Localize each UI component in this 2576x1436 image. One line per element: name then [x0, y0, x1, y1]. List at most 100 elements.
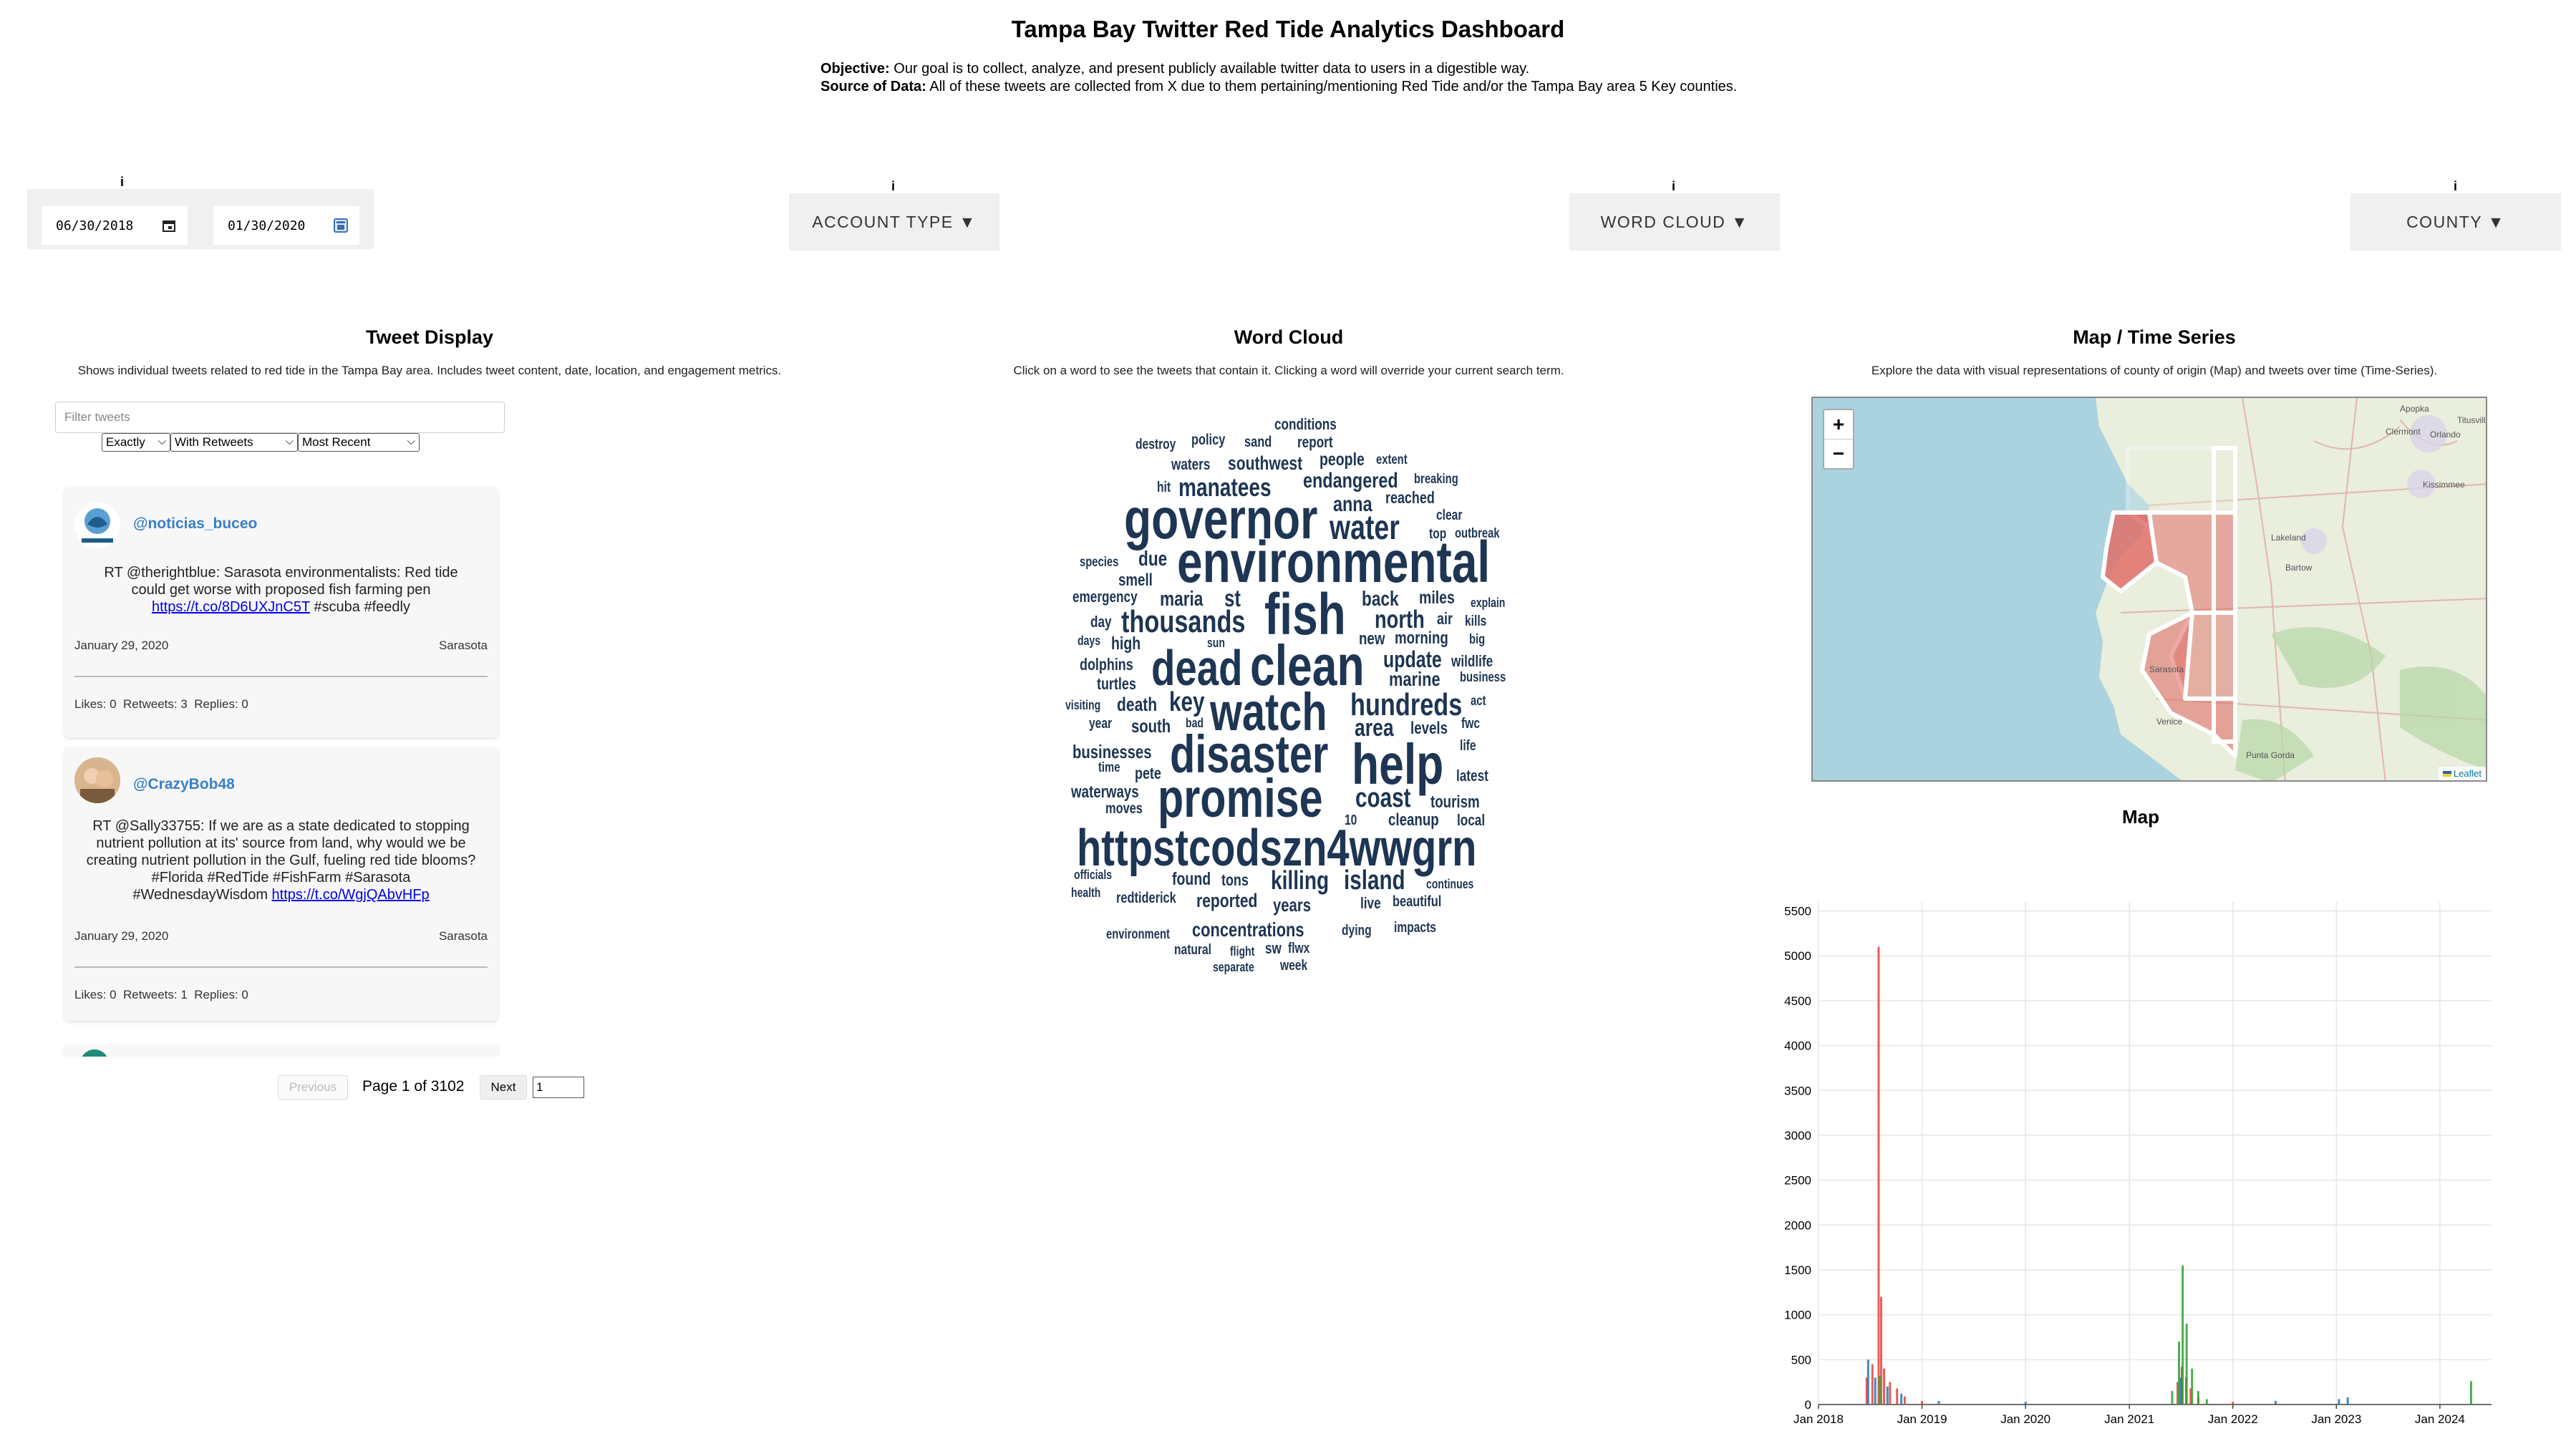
word-cloud-word[interactable]: waterways	[1071, 782, 1139, 802]
word-cloud-word[interactable]: north	[1375, 606, 1425, 634]
word-cloud-word[interactable]: wildlife	[1451, 652, 1493, 670]
word-cloud-word[interactable]: species	[1080, 555, 1119, 570]
word-cloud-word[interactable]: thousands	[1121, 604, 1246, 639]
word-cloud-word[interactable]: extent	[1376, 452, 1408, 467]
account-type-info-icon[interactable]: i	[891, 179, 896, 193]
word-cloud-word[interactable]: waters	[1171, 455, 1211, 473]
calendar-icon[interactable]	[334, 218, 348, 233]
word-cloud-word[interactable]: businesses	[1072, 741, 1152, 762]
word-cloud-word[interactable]: new	[1359, 629, 1385, 649]
word-cloud-word[interactable]: pete	[1135, 764, 1161, 782]
retweet-filter-select[interactable]: With Retweets ⌵	[170, 433, 298, 452]
word-cloud-word[interactable]: water	[1330, 509, 1400, 547]
start-date-input[interactable]: 06/30/2018	[42, 206, 188, 245]
word-cloud-word[interactable]: time	[1098, 760, 1120, 775]
word-cloud-word[interactable]: maria	[1160, 588, 1204, 611]
zoom-out-button[interactable]: −	[1832, 442, 1845, 465]
county-info-icon[interactable]: i	[2454, 179, 2458, 193]
word-cloud-word[interactable]: business	[1460, 670, 1506, 685]
word-cloud-word[interactable]: continues	[1426, 877, 1474, 891]
word-cloud-word[interactable]: latest	[1456, 767, 1488, 785]
word-cloud-word[interactable]: environment	[1106, 927, 1170, 942]
word-cloud-word[interactable]: anna	[1333, 493, 1372, 516]
word-cloud-word[interactable]: top	[1429, 526, 1447, 542]
word-cloud-word[interactable]: watch	[1210, 682, 1327, 742]
word-cloud-word[interactable]: bad	[1186, 716, 1204, 730]
word-cloud-word[interactable]: people	[1320, 450, 1365, 470]
zoom-in-button[interactable]: +	[1824, 410, 1853, 440]
word-cloud-word[interactable]: promise	[1158, 768, 1323, 829]
calendar-icon[interactable]	[162, 218, 176, 233]
word-cloud-word[interactable]: concentrations	[1192, 918, 1304, 941]
word-cloud-word[interactable]: big	[1469, 632, 1486, 647]
word-cloud-word[interactable]: update	[1383, 646, 1442, 672]
tweet-link[interactable]: https://t.co/8D6UXJnC5T	[152, 599, 310, 615]
word-cloud-word[interactable]: cleanup	[1388, 810, 1439, 830]
word-cloud-word[interactable]: dead	[1151, 640, 1243, 696]
tweet-handle[interactable]: @CrazyBob48	[133, 776, 235, 792]
word-cloud-word[interactable]: governor	[1124, 487, 1318, 550]
word-cloud-word[interactable]: impacts	[1394, 920, 1436, 936]
word-cloud-word[interactable]: manatees	[1178, 472, 1272, 502]
word-cloud-word[interactable]: week	[1280, 958, 1308, 974]
word-cloud-word[interactable]: day	[1090, 613, 1112, 631]
account-type-dropdown[interactable]: ACCOUNT TYPE ▼	[789, 193, 999, 251]
word-cloud-word[interactable]: air	[1437, 609, 1453, 628]
word-cloud-word[interactable]: due	[1138, 548, 1168, 571]
word-cloud-word[interactable]: help	[1352, 732, 1444, 796]
word-cloud-word[interactable]: breaking	[1414, 472, 1458, 487]
word-cloud-word[interactable]: httpstcodszn4wwgrn	[1077, 820, 1477, 877]
word-cloud-word[interactable]: endangered	[1303, 469, 1398, 493]
county-map[interactable]: Clermont Orlando Kissimmee Lakeland Bart…	[1811, 397, 2487, 782]
word-cloud-word[interactable]: policy	[1191, 432, 1226, 448]
word-cloud-word[interactable]: sw	[1265, 939, 1282, 957]
word-cloud-word[interactable]: report	[1297, 433, 1333, 451]
word-cloud-word[interactable]: outbreak	[1455, 526, 1500, 541]
word-cloud-word[interactable]: clear	[1436, 508, 1463, 523]
word-cloud-word[interactable]: reached	[1385, 488, 1435, 507]
word-cloud-word[interactable]: flight	[1230, 944, 1255, 959]
word-cloud-word[interactable]: separate	[1213, 960, 1254, 974]
match-mode-select[interactable]: Exactly ⌵	[102, 433, 170, 452]
word-cloud-word[interactable]: south	[1131, 715, 1171, 737]
word-cloud-word[interactable]: tons	[1221, 870, 1249, 889]
date-info-icon[interactable]: i	[120, 175, 125, 189]
tweet-list[interactable]: @noticias_buceo RT @therightblue: Saraso…	[57, 480, 508, 1057]
word-cloud-word[interactable]: key	[1169, 687, 1205, 717]
word-cloud-word[interactable]: back	[1362, 588, 1399, 611]
tweet-handle[interactable]: @noticias_buceo	[133, 515, 258, 532]
word-cloud-word[interactable]: st	[1224, 585, 1241, 611]
word-cloud-word[interactable]: dying	[1342, 923, 1372, 938]
word-cloud-word[interactable]: beautiful	[1393, 893, 1442, 910]
word-cloud-word[interactable]: hundreds	[1350, 687, 1463, 722]
word-cloud-word[interactable]: destroy	[1136, 437, 1176, 452]
word-cloud-word[interactable]: local	[1457, 811, 1486, 829]
word-cloud-word[interactable]: act	[1471, 694, 1486, 709]
map-tiles[interactable]	[1813, 398, 2487, 782]
word-cloud-word[interactable]: smell	[1118, 571, 1153, 590]
previous-page-button[interactable]: Previous	[278, 1075, 348, 1100]
word-cloud-word[interactable]: sand	[1244, 434, 1272, 450]
word-cloud-word[interactable]: flwx	[1288, 941, 1310, 956]
map-attribution[interactable]: Leaflet	[2438, 767, 2486, 780]
word-cloud-word[interactable]: live	[1360, 894, 1381, 912]
word-cloud-word[interactable]: reported	[1196, 890, 1258, 911]
word-cloud-word[interactable]: year	[1089, 716, 1113, 732]
word-cloud-word[interactable]: coast	[1355, 783, 1411, 813]
sort-select[interactable]: Most Recent ⌵	[298, 433, 420, 452]
word-cloud-info-icon[interactable]: i	[1672, 179, 1676, 193]
word-cloud-word[interactable]: high	[1111, 634, 1141, 654]
word-cloud-word[interactable]: life	[1460, 738, 1476, 754]
word-cloud-word[interactable]: explain	[1471, 596, 1506, 610]
word-cloud-word[interactable]: hit	[1157, 480, 1171, 495]
word-cloud-word[interactable]: redtiderick	[1116, 890, 1176, 906]
word-cloud-dropdown[interactable]: WORD CLOUD ▼	[1569, 193, 1780, 251]
page-number-input[interactable]: 1	[533, 1077, 584, 1098]
word-cloud-word[interactable]: environmental	[1177, 530, 1491, 595]
time-series-chart[interactable]: 0 500 1000 1500 2000 2500 3000 3500 4000 4500 5000…	[1747, 888, 2520, 1432]
word-cloud-word[interactable]: health	[1071, 886, 1101, 900]
word-cloud-word[interactable]: visiting	[1065, 698, 1101, 712]
next-page-button[interactable]: Next	[480, 1075, 527, 1100]
word-cloud-word[interactable]: area	[1355, 714, 1394, 742]
word-cloud-word[interactable]: marine	[1389, 668, 1440, 690]
